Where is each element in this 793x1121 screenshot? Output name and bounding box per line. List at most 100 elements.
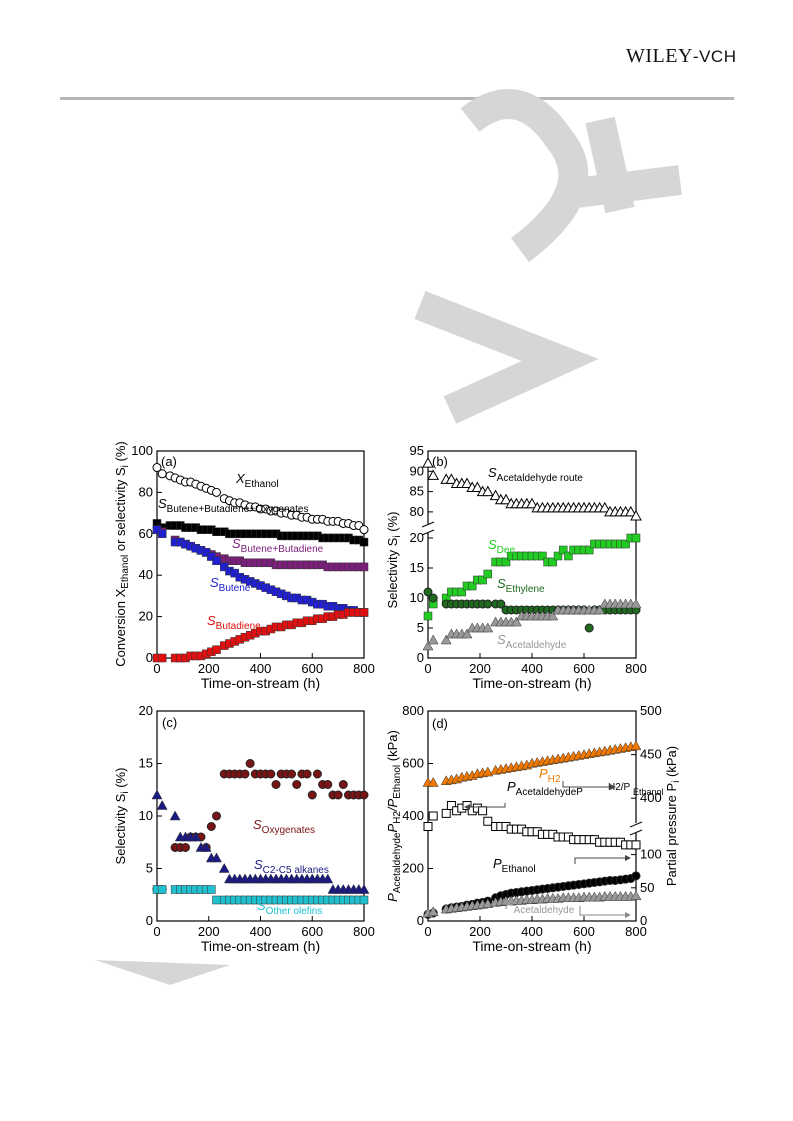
panel-c-series-1-point — [211, 852, 222, 863]
panel-c-series-0-point — [287, 769, 297, 779]
panel-a-series-1-point — [212, 527, 221, 536]
arrow-ratio-to-left-axis — [470, 803, 506, 808]
x-tick-label: 400 — [250, 661, 272, 676]
publisher-main: WILEY — [626, 45, 693, 67]
panel-c-series-2-point — [207, 885, 216, 894]
panel-a-series-4-point — [157, 653, 167, 663]
panel-b-series-1-point — [501, 557, 511, 567]
panel-d-series-1-point — [483, 816, 493, 826]
x-axis-label: Time-on-stream (h) — [201, 675, 320, 691]
x-tick-label: 0 — [424, 661, 431, 676]
x-tick-label: 600 — [573, 661, 595, 676]
y-right-tick-label: 0 — [640, 913, 647, 928]
series-label-x-ethanol: XEthanol — [235, 471, 279, 490]
panel-d-series-3-point — [482, 898, 494, 908]
series-label-s-acetaldehyde-route: SAcetaldehyde route — [488, 465, 583, 484]
panel-d-series-3-point — [630, 890, 642, 901]
x-tick-label: 0 — [153, 661, 160, 676]
panel-b-series-3-point — [594, 604, 606, 615]
y-right-tick-label: 450 — [640, 747, 662, 762]
panel-c-series-1-point — [200, 841, 212, 852]
panel-d-series-1-point — [423, 822, 433, 831]
panel-b-series-3-point — [482, 622, 494, 633]
y-tick-label: 20 — [139, 609, 153, 624]
panel-b-series-0-point — [445, 473, 458, 484]
series-label-s-dee: SDee — [488, 537, 515, 556]
y-right-tick-label: 500 — [640, 703, 662, 718]
series-label-s-butadiene: SButadiene — [207, 613, 261, 632]
panel-a-series-0-point — [212, 487, 222, 497]
panel-b-series-1-point — [553, 551, 563, 561]
panel-b-series-2-point — [423, 587, 433, 597]
panel-a-series-4-point — [359, 608, 369, 617]
y-tick-label: 20 — [410, 530, 424, 545]
panel-b-series-0-point — [489, 489, 502, 501]
panel-c-series-2-point — [359, 895, 369, 905]
y-tick-label: 90 — [410, 463, 424, 478]
y-tick-label: 80 — [410, 504, 424, 519]
arrow-head — [464, 804, 470, 810]
series-label-s-other-olefins: SOther olefins — [257, 898, 322, 917]
x-tick-label: 400 — [521, 924, 543, 939]
panel-c-series-0-point — [266, 769, 276, 779]
y-tick-label: 100 — [131, 443, 153, 458]
panel-b-series-0-point — [427, 469, 440, 480]
y-tick-label: 0 — [146, 650, 153, 665]
axis-break-mark — [421, 529, 435, 536]
panel-b-series-2-point — [496, 599, 506, 609]
x-tick-label: 0 — [153, 924, 160, 939]
panel-a-series-1-point — [359, 537, 369, 547]
y-tick-label: 10 — [410, 590, 424, 605]
y-tick-label: 15 — [139, 756, 153, 771]
arrow-head — [625, 855, 631, 861]
series-label-s-butene-butadiene: SButene+Butadiene — [232, 536, 324, 555]
series-label-p-ethanol: PEthanol — [493, 856, 536, 875]
x-tick-label: 400 — [521, 661, 543, 676]
y-right-tick-label: 50 — [640, 880, 654, 895]
series-label-s-acetaldehyde: SAcetaldehyde — [497, 632, 567, 651]
panel-d-series-0-point — [482, 766, 494, 777]
x-tick-label: 0 — [424, 924, 431, 939]
panel-c-series-0-point — [292, 780, 302, 789]
panel-b-series-1-point — [483, 569, 493, 579]
panel-c-series-1-point — [322, 873, 334, 884]
panel-b-series-2-point — [428, 593, 438, 603]
y-tick-label: 40 — [139, 567, 153, 582]
panel-a-y-axis-label: Conversion XEthanol or selectivity Si (%… — [113, 441, 131, 666]
panel-b-series-3-point — [630, 598, 642, 609]
x-tick-label: 800 — [353, 661, 375, 676]
panel-a-series-3-point — [157, 529, 167, 539]
panel-b-series-1-point — [538, 551, 547, 561]
panel-b-series-0-point — [422, 457, 434, 468]
panel-b-series-0-point — [461, 477, 473, 488]
panel-c-series-0-point — [333, 790, 343, 800]
panel-d-y-axis-label-left: PAcetaldehydePH2/PEthanol (kPa) — [385, 730, 403, 902]
panel-c-series-0-point — [312, 769, 322, 779]
arrow-p-ethanol-to-right-axis — [574, 857, 625, 864]
panel-b-series-3-point — [547, 610, 559, 621]
series-label-p-acetaldehyde-ph2-part: H2/P — [608, 782, 631, 793]
panel-b-series-0-point — [500, 493, 512, 505]
x-tick-label: 200 — [198, 924, 220, 939]
panel-d-series-1-point — [446, 801, 456, 810]
series-label-s-ethylene: SEthylene — [497, 576, 545, 595]
panel-b-series-2-point — [483, 599, 493, 609]
panel-a-tag: (a) — [161, 454, 177, 469]
series-label-s-c2-c5-alkanes: SC2-C5 alkanes — [254, 857, 329, 876]
publisher-logo: WILEY-VCH — [626, 45, 736, 68]
series-label-s-butene: SButene — [210, 575, 251, 594]
panel-b-series-1-point — [584, 545, 594, 555]
panel-d-series-1-point — [441, 808, 451, 818]
panel-b-series-1-point — [457, 587, 467, 597]
watermark-letter-v — [414, 291, 599, 424]
panel-a-series-0-point — [152, 463, 162, 473]
panel-b-series-3-point — [422, 640, 434, 651]
panel-b-series-0-point — [471, 481, 484, 493]
x-tick-label: 800 — [625, 661, 647, 676]
panel-c-series-1-point — [156, 799, 168, 810]
panel-c-series-0-point — [307, 790, 317, 800]
y-tick-label: 95 — [410, 443, 424, 458]
panel-a-series-2-point — [359, 562, 369, 572]
x-tick-label: 400 — [250, 924, 272, 939]
